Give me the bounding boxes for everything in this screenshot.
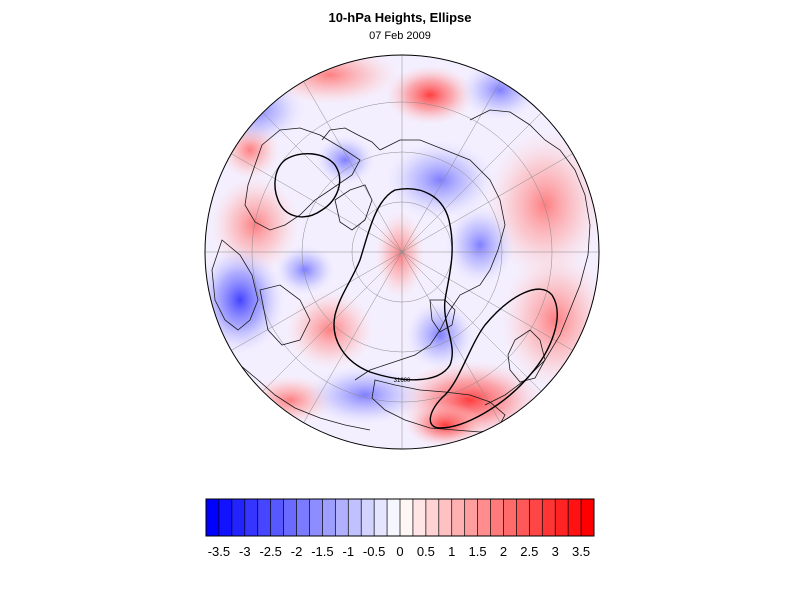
colorbar-tick-label: 2	[500, 544, 507, 559]
colorbar-cell	[270, 499, 284, 536]
colorbar-cell	[309, 499, 323, 536]
colorbar-cell	[244, 499, 259, 536]
colorbar-tick-label: -1	[342, 544, 354, 559]
colorbar-tick-label: 0.5	[417, 544, 435, 559]
colorbar-cell	[464, 499, 478, 536]
colorbar-cell	[400, 499, 414, 536]
colorbar-tick-label: 3.5	[572, 544, 590, 559]
colorbar-frame	[205, 498, 595, 537]
colorbar-cell	[348, 499, 362, 536]
colorbar-cell	[555, 499, 569, 536]
colorbar-tick-label: -3.5	[208, 544, 230, 559]
contour-label: 31600	[394, 378, 411, 384]
map-border	[204, 54, 600, 450]
colorbar-cell	[218, 499, 233, 536]
colorbar-cell	[477, 499, 491, 536]
colorbar-tick-label: 0	[396, 544, 403, 559]
colorbar-cell	[581, 499, 595, 536]
colorbar-cell	[503, 499, 517, 536]
colorbar-cell	[283, 499, 297, 536]
colorbar-cell	[231, 499, 246, 536]
colorbar-tick-label: -0.5	[363, 544, 385, 559]
colorbar-cell	[296, 499, 310, 536]
colorbar-tick-label: -2	[291, 544, 303, 559]
coastlines	[211, 109, 591, 433]
colorbar-tick-label: 1.5	[469, 544, 487, 559]
colorbar-tick-label: 2.5	[520, 544, 538, 559]
map-title: 10-hPa Heights, Ellipse	[328, 10, 472, 25]
colorbar-cell	[438, 499, 453, 536]
colorbar-cell	[529, 499, 543, 536]
colorbar-cell	[374, 499, 388, 536]
colorbar-cell	[412, 499, 427, 536]
colorbar-tick-label: -3	[239, 544, 251, 559]
height-contours	[274, 153, 558, 429]
colorbar-tick-label: 1	[448, 544, 455, 559]
colorbar-cell	[361, 499, 375, 536]
colorbar-tick-label: -2.5	[259, 544, 281, 559]
colorbar-tick-label: 3	[552, 544, 559, 559]
colorbar-cell	[425, 499, 440, 536]
colorbar-tick-label: -1.5	[311, 544, 333, 559]
colorbar-cell	[451, 499, 465, 536]
colorbar-cell	[387, 499, 401, 536]
colorbar-cell	[206, 499, 220, 536]
map-date: 07 Feb 2009	[369, 30, 431, 42]
colorbar-cell	[322, 499, 336, 536]
colorbar-cell	[257, 499, 271, 536]
colorbar-cell	[568, 499, 582, 536]
colorbar-cell	[335, 499, 349, 536]
colorbar-cell	[542, 499, 556, 536]
colorbar-cell	[516, 499, 530, 536]
colorbar-cell	[490, 499, 504, 536]
